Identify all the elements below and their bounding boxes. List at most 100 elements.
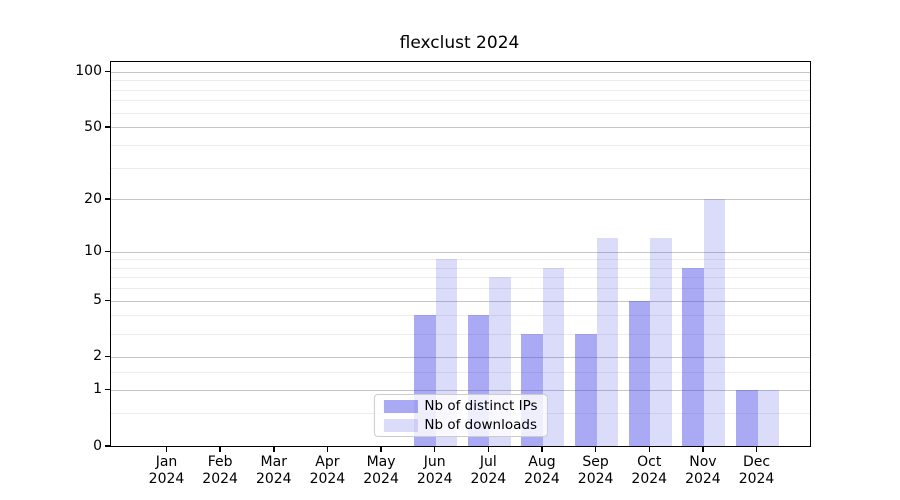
y-tick-label: 20	[84, 190, 102, 207]
bar-downloads-dec	[757, 389, 780, 446]
x-tick-label-year: 2024	[255, 471, 292, 487]
gridline-minor	[111, 277, 810, 279]
x-tick-label: Jan 2024	[135, 454, 199, 488]
y-tick-mark	[105, 355, 111, 358]
legend-item-distinct-ips: Nb of distinct IPs	[383, 398, 538, 414]
gridline-minor	[111, 259, 810, 261]
y-tick-mark	[105, 445, 111, 447]
x-tick-label: Mar 2024	[242, 454, 306, 488]
y-tick-label: 2	[93, 348, 102, 365]
gridline-major	[111, 71, 810, 73]
x-tick-mark	[219, 446, 221, 452]
x-tick-label-month: Mar	[260, 454, 287, 470]
y-tick-label: 0	[93, 437, 102, 454]
x-tick-label-month: Nov	[689, 454, 717, 470]
gridline-minor	[111, 267, 810, 269]
x-tick-mark	[648, 446, 650, 452]
y-tick-label: 5	[93, 292, 102, 309]
legend-swatch-downloads	[383, 418, 418, 432]
x-tick-label: Jun 2024	[403, 454, 467, 488]
gridline-major	[111, 127, 810, 129]
bar-downloads-oct	[650, 237, 672, 446]
x-tick-label-month: Sep	[582, 454, 609, 470]
y-tick-label: 1	[93, 381, 102, 398]
x-tick-label-year: 2024	[202, 471, 238, 487]
x-tick-mark	[433, 446, 436, 452]
x-tick-label-year: 2024	[309, 471, 346, 487]
x-tick-label-year: 2024	[470, 471, 507, 487]
x-tick-mark	[273, 446, 275, 452]
x-tick-label-month: Jun	[423, 454, 446, 470]
gridline-minor	[111, 371, 810, 373]
x-tick-label: Jul 2024	[456, 454, 520, 488]
legend-label-downloads: Nb of downloads	[424, 417, 537, 433]
legend-item-downloads: Nb of downloads	[383, 417, 537, 433]
y-tick-mark	[105, 250, 111, 253]
x-tick-label-year: 2024	[685, 471, 721, 487]
y-tick-mark	[105, 70, 111, 73]
x-tick-mark	[541, 446, 543, 452]
y-tick-mark	[105, 388, 111, 391]
legend-swatch-distinct-ips	[383, 399, 418, 413]
x-tick-mark	[380, 446, 382, 452]
bar-downloads-aug	[542, 267, 565, 446]
gridline-major	[111, 389, 810, 391]
x-tick-label-year: 2024	[577, 471, 614, 487]
x-tick-mark	[594, 446, 597, 452]
x-tick-label-year: 2024	[363, 471, 399, 487]
x-tick-label: Nov 2024	[671, 454, 735, 488]
gridline-minor	[111, 100, 810, 102]
x-tick-label: Apr 2024	[295, 454, 359, 488]
gridline-major	[111, 251, 810, 253]
x-tick-label-month: Jan	[155, 454, 178, 470]
bar-distinct-ips-oct	[628, 300, 651, 446]
gridline-minor	[111, 89, 810, 91]
x-tick-label: Oct 2024	[617, 454, 681, 488]
bar-distinct-ips-sep	[575, 333, 597, 446]
y-tick-label: 10	[84, 243, 102, 260]
x-tick-label-month: Jul	[479, 454, 497, 470]
gridline-minor	[111, 80, 810, 82]
x-tick-label-year: 2024	[148, 471, 185, 487]
bar-distinct-ips-nov	[682, 267, 704, 446]
chart-title: flexclust 2024	[399, 33, 520, 53]
x-tick-label: Sep 2024	[564, 454, 628, 488]
gridline-major	[111, 356, 810, 358]
gridline-major	[111, 300, 810, 302]
x-tick-mark	[326, 446, 329, 452]
y-tick-mark	[105, 126, 111, 128]
bar-downloads-sep	[596, 237, 619, 446]
x-tick-label: Dec 2024	[725, 454, 789, 488]
x-tick-label-month: Oct	[637, 454, 662, 470]
gridline-minor	[111, 112, 810, 114]
x-tick-label: May 2024	[349, 454, 413, 488]
plot-area: Nb of distinct IPs Nb of downloads	[110, 61, 811, 447]
bar-downloads-nov	[703, 199, 726, 446]
x-tick-mark	[487, 446, 490, 452]
x-tick-label-year: 2024	[631, 471, 668, 487]
x-tick-label-month: Feb	[207, 454, 233, 470]
x-tick-mark	[755, 446, 758, 452]
x-tick-label-year: 2024	[524, 471, 560, 487]
gridline-minor	[111, 144, 810, 146]
y-tick-label: 100	[75, 63, 102, 80]
x-tick-label: Feb 2024	[188, 454, 252, 488]
bar-distinct-ips-dec	[736, 389, 758, 446]
x-tick-label-month: Aug	[528, 454, 556, 470]
x-tick-label-year: 2024	[416, 471, 453, 487]
x-tick-mark	[165, 446, 168, 452]
x-tick-label-year: 2024	[738, 471, 775, 487]
x-tick-label: Aug 2024	[510, 454, 574, 488]
gridline-minor	[111, 333, 810, 335]
y-tick-mark	[105, 198, 111, 200]
x-tick-label-month: Dec	[742, 454, 771, 470]
gridline-minor	[111, 315, 810, 317]
x-tick-label-month: May	[366, 454, 396, 470]
legend-label-distinct-ips: Nb of distinct IPs	[424, 398, 538, 414]
y-tick-mark	[105, 299, 111, 302]
x-tick-mark	[702, 446, 704, 452]
gridline-minor	[111, 167, 810, 169]
y-tick-label: 50	[84, 118, 102, 135]
gridline-minor	[111, 288, 810, 290]
